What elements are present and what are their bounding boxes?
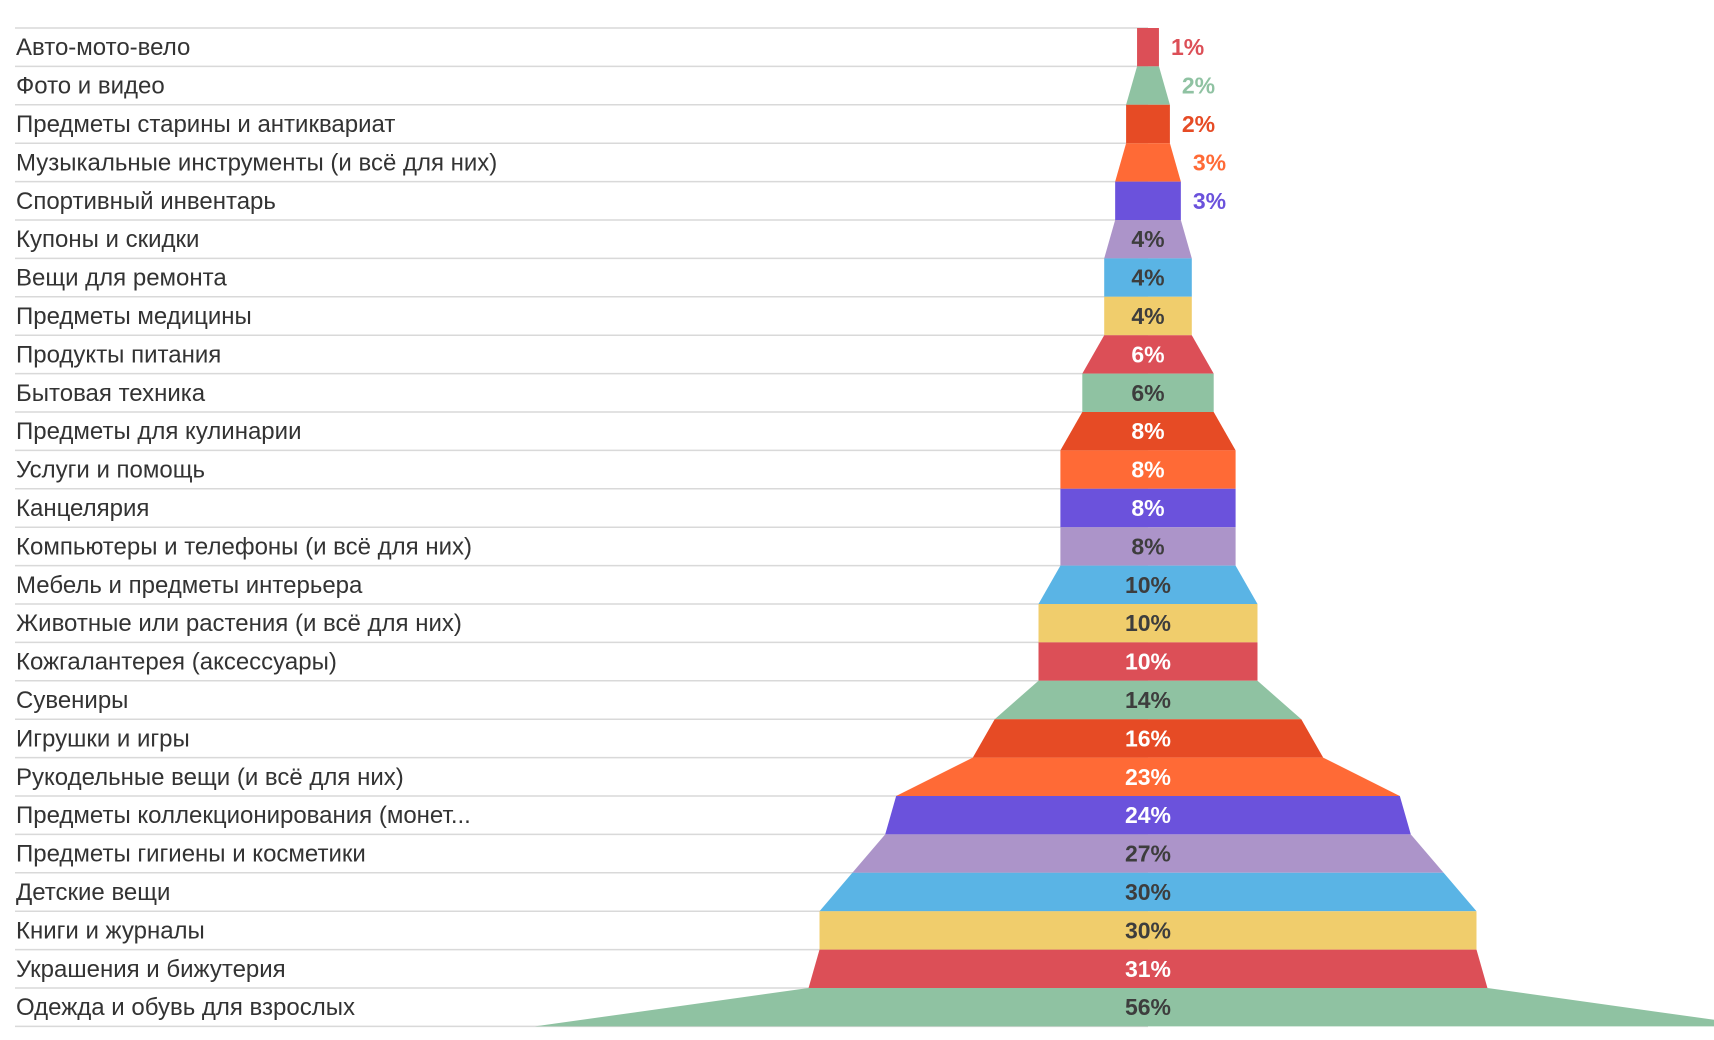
value-label: 8% xyxy=(1131,495,1164,521)
funnel-segment xyxy=(1115,181,1181,220)
value-label: 10% xyxy=(1125,649,1171,675)
category-label: Животные или растения (и всё для них) xyxy=(16,610,462,637)
funnel-segment xyxy=(994,680,1302,720)
value-label: 1% xyxy=(1171,34,1204,60)
funnel-segment xyxy=(808,949,1488,988)
funnel-segment xyxy=(1126,66,1170,105)
funnel-segment xyxy=(819,872,1477,912)
funnel-segment xyxy=(1060,488,1236,528)
funnel-segment xyxy=(1038,642,1258,681)
category-label: Кожгалантерея (аксессуары) xyxy=(16,649,337,676)
category-label: Предметы для кулинарии xyxy=(16,418,301,445)
value-label: 2% xyxy=(1182,73,1215,99)
value-label: 8% xyxy=(1131,418,1164,444)
value-label: 56% xyxy=(1125,994,1171,1020)
category-label: Игрушки и игры xyxy=(16,725,190,752)
value-label: 2% xyxy=(1182,111,1215,137)
category-label: Мебель и предметы интерьера xyxy=(16,572,363,599)
funnel-segment xyxy=(819,911,1477,950)
funnel-segment xyxy=(1060,412,1236,451)
value-label: 6% xyxy=(1131,341,1164,367)
value-label: 10% xyxy=(1125,572,1171,598)
category-label: Авто-мото-вело xyxy=(16,34,190,61)
category-label: Рукодельные вещи (и всё для них) xyxy=(16,764,404,791)
category-label: Предметы старины и антиквариат xyxy=(16,111,395,138)
category-label: Музыкальные инструменты (и всё для них) xyxy=(16,149,497,176)
funnel-segment xyxy=(534,988,1714,1027)
category-label: Предметы гигиены и косметики xyxy=(16,841,366,868)
category-label: Купоны и скидки xyxy=(16,226,199,253)
category-label: Бытовая техника xyxy=(16,380,206,407)
funnel-segment xyxy=(1126,104,1170,144)
value-label: 6% xyxy=(1131,380,1164,406)
funnel-segments xyxy=(534,28,1714,1027)
funnel-segment xyxy=(1038,565,1258,604)
category-label: Книги и журналы xyxy=(16,917,205,944)
value-labels: 1% 2% 2% 3% 3% 4% 4% 4% 6% 6% 8% 8% 8% 8% 10% 10% 10% 14%… xyxy=(1125,34,1226,1020)
funnel-segment xyxy=(972,719,1324,758)
category-label: Услуги и помощь xyxy=(16,457,205,484)
category-label: Одежда и обувь для взрослых xyxy=(16,994,355,1021)
value-label: 14% xyxy=(1125,687,1171,713)
category-label: Сувениры xyxy=(16,687,128,714)
funnel-segment xyxy=(1082,373,1214,412)
category-labels: Авто-мото-вело Фото и видео Предметы стари… xyxy=(16,34,497,1021)
value-label: 16% xyxy=(1125,725,1171,751)
category-label: Фото и видео xyxy=(16,73,165,100)
category-label: Продукты питания xyxy=(16,341,221,368)
category-label: Украшения и бижутерия xyxy=(16,956,286,983)
value-label: 31% xyxy=(1125,956,1171,982)
funnel-segment xyxy=(1038,604,1258,643)
funnel-segment xyxy=(1115,143,1181,182)
funnel-segment xyxy=(1060,450,1236,489)
funnel-segment xyxy=(852,834,1444,873)
funnel-segment xyxy=(1082,335,1214,374)
funnel-segment xyxy=(1104,296,1192,336)
value-label: 4% xyxy=(1131,226,1164,252)
value-label: 3% xyxy=(1193,149,1226,175)
category-label: Вещи для ремонта xyxy=(16,265,227,292)
category-label: Предметы коллекционирования (монет... xyxy=(16,802,471,829)
value-label: 30% xyxy=(1125,879,1171,905)
funnel-segment xyxy=(896,757,1400,796)
value-label: 10% xyxy=(1125,610,1171,636)
value-label: 27% xyxy=(1125,841,1171,867)
value-label: 3% xyxy=(1193,188,1226,214)
funnel-segment xyxy=(1060,527,1236,566)
category-label: Предметы медицины xyxy=(16,303,252,330)
value-label: 8% xyxy=(1131,457,1164,483)
funnel-segment xyxy=(1137,28,1159,67)
category-label: Канцелярия xyxy=(16,495,149,522)
value-label: 8% xyxy=(1131,533,1164,559)
value-label: 23% xyxy=(1125,764,1171,790)
value-label: 24% xyxy=(1125,802,1171,828)
category-label: Спортивный инвентарь xyxy=(16,188,276,215)
value-label: 4% xyxy=(1131,265,1164,291)
category-label: Детские вещи xyxy=(16,879,170,906)
funnel-segment xyxy=(1104,220,1192,259)
value-label: 30% xyxy=(1125,917,1171,943)
value-label: 4% xyxy=(1131,303,1164,329)
funnel-segment xyxy=(1104,258,1192,297)
funnel-segment xyxy=(885,796,1411,835)
category-label: Компьютеры и телефоны (и всё для них) xyxy=(16,533,472,560)
